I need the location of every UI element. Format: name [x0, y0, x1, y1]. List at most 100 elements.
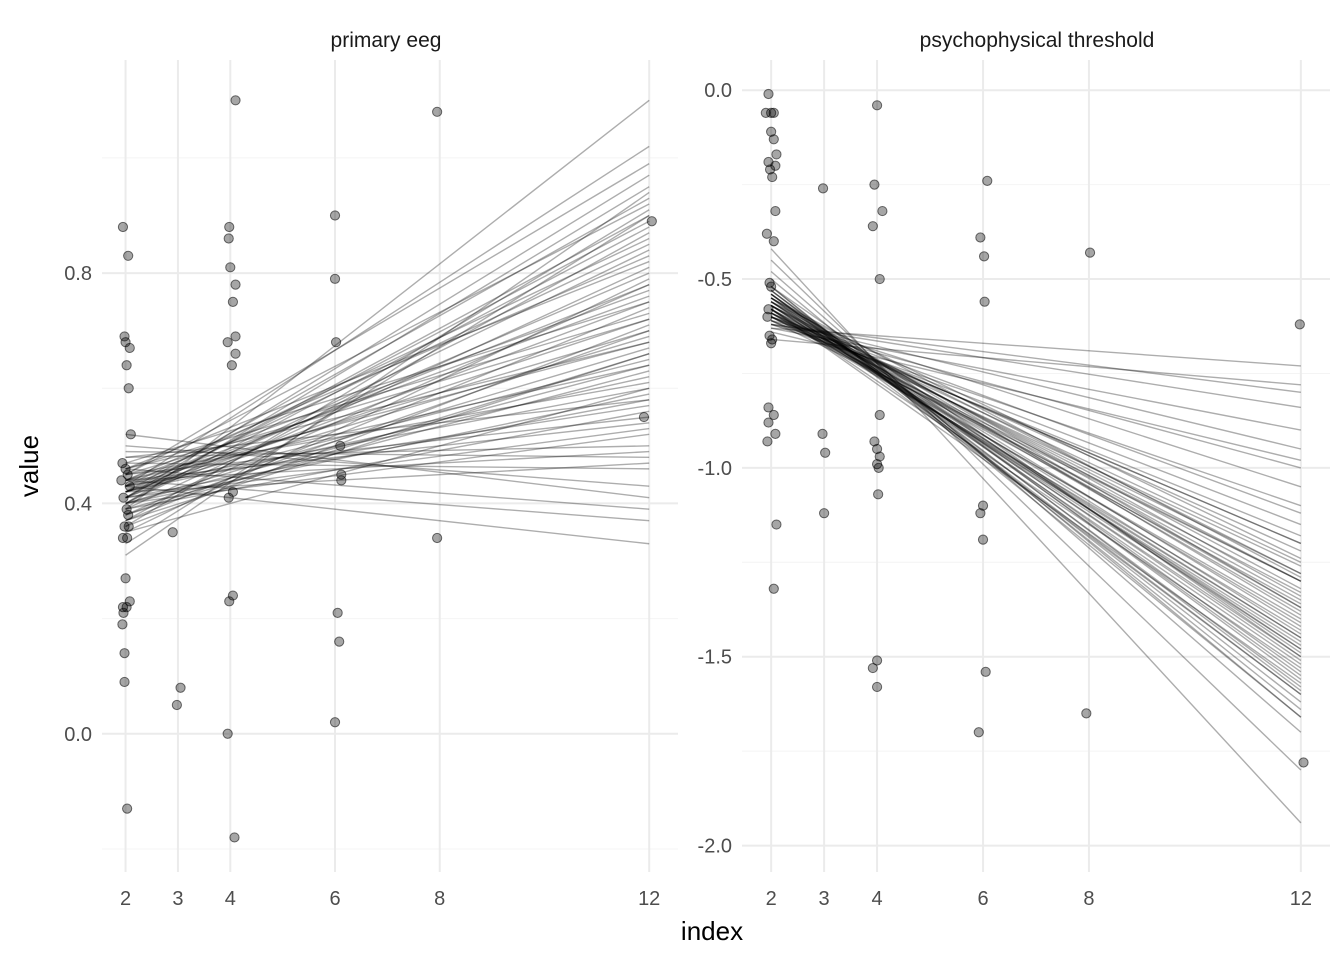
data-point	[222, 728, 233, 739]
fit-line	[771, 327, 1301, 367]
fit-line	[770, 316, 1302, 567]
data-point	[873, 462, 884, 473]
fit-line	[770, 312, 1302, 620]
y-tick-label: 0.0	[64, 724, 92, 746]
fit-line	[770, 286, 1302, 658]
fit-line	[125, 243, 650, 493]
data-point	[120, 573, 131, 584]
fit-line	[125, 393, 650, 505]
fit-line	[125, 283, 650, 516]
data-point	[768, 583, 779, 594]
fit-line	[770, 270, 1302, 733]
fit-line	[125, 145, 650, 487]
data-point	[770, 160, 781, 171]
fit-line	[770, 293, 1302, 688]
data-point	[1298, 757, 1309, 768]
fit-line	[125, 364, 650, 482]
data-point	[118, 492, 129, 503]
fit-line	[125, 312, 650, 470]
data-point	[222, 337, 233, 348]
data-point	[226, 360, 237, 371]
y-tick-label: -0.5	[698, 269, 732, 291]
data-point	[123, 509, 134, 521]
data-point	[117, 532, 129, 544]
data-point	[869, 179, 880, 190]
x-tick-labels: 2 3 4 6 8 12	[120, 888, 660, 910]
fit-line	[125, 462, 650, 493]
fit-line	[770, 301, 1302, 597]
data-point	[817, 428, 828, 439]
fit-line	[125, 197, 650, 493]
data-point	[819, 508, 830, 519]
panel-primary-eeg: primary eeg 2 3 4 6 8 12 0.0 0.4 0.8	[64, 29, 678, 910]
x-tick-label: 3	[172, 888, 183, 910]
data-point	[768, 236, 779, 247]
fit-line	[770, 297, 1302, 609]
data-point	[874, 273, 885, 285]
data-point	[766, 107, 777, 118]
grid	[102, 60, 678, 872]
data-point	[638, 411, 650, 423]
data-point	[768, 134, 779, 145]
fit-line	[125, 445, 650, 459]
data-point	[771, 149, 782, 160]
fit-line	[125, 427, 650, 499]
fit-line	[770, 316, 1302, 488]
y-tick-label: 0.0	[704, 80, 732, 102]
fit-line	[125, 220, 650, 499]
data-point	[973, 727, 984, 738]
fit-line	[125, 353, 650, 522]
fit-line	[125, 174, 650, 499]
fit-line	[125, 335, 650, 493]
fit-line	[125, 99, 650, 510]
fit-line	[125, 272, 650, 499]
fit-line	[770, 304, 1302, 650]
data-point	[336, 469, 347, 480]
data-point	[770, 428, 781, 439]
data-point	[980, 666, 991, 677]
fit-line	[770, 304, 1302, 646]
data-point	[1081, 708, 1092, 719]
x-tick-label: 8	[1083, 888, 1094, 910]
fit-line	[770, 297, 1302, 650]
data-point	[123, 521, 134, 532]
data-point	[227, 296, 239, 307]
data-point	[873, 489, 884, 500]
x-tick-label: 4	[225, 888, 236, 910]
fit-line	[125, 364, 650, 505]
fit-line	[125, 433, 650, 499]
data-point	[229, 832, 240, 843]
fit-line	[770, 278, 1302, 718]
fit-line	[125, 214, 650, 545]
data-point	[171, 699, 182, 711]
data-point	[820, 447, 831, 458]
fit-line	[125, 324, 650, 528]
data-point	[760, 107, 771, 118]
data-point	[763, 88, 774, 100]
fit-line	[125, 186, 650, 505]
fit-line	[125, 163, 650, 476]
data-point	[230, 279, 241, 290]
data-point	[871, 100, 883, 111]
data-point	[119, 648, 130, 659]
data-points	[760, 88, 1309, 768]
fit-line	[770, 259, 1302, 771]
data-point	[116, 475, 127, 486]
data-point	[119, 676, 130, 688]
fit-line	[770, 304, 1302, 575]
y-axis-title: value	[14, 435, 44, 497]
fit-line	[125, 203, 650, 476]
fit-line	[125, 410, 650, 510]
fit-line	[770, 312, 1302, 563]
fit-line	[125, 226, 650, 505]
fit-line	[770, 293, 1302, 673]
fit-line	[770, 297, 1302, 579]
data-point	[762, 311, 773, 322]
fit-line	[770, 319, 1302, 450]
fit-line	[770, 301, 1302, 665]
fit-line	[125, 399, 650, 499]
fit-line	[770, 312, 1302, 575]
data-point	[869, 436, 880, 447]
x-tick-labels: 2 3 4 6 8 12	[766, 888, 1312, 910]
